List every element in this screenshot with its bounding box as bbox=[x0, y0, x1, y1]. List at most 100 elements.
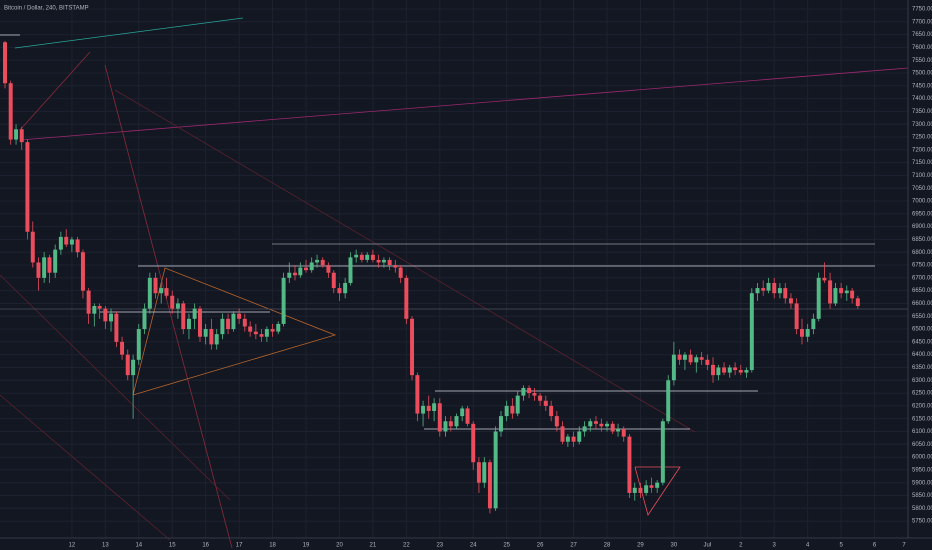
candle-body bbox=[92, 306, 97, 314]
candle-body bbox=[627, 436, 632, 493]
y-tick-label: 6400.00 bbox=[912, 352, 932, 358]
candle-body bbox=[515, 395, 520, 414]
candle-body bbox=[47, 257, 52, 273]
candle-body bbox=[69, 239, 74, 245]
y-tick-label: 6900.00 bbox=[912, 224, 932, 230]
x-tick-label: 26 bbox=[537, 543, 544, 549]
candle-body bbox=[320, 259, 325, 266]
candle-body bbox=[410, 318, 415, 376]
y-tick-label: 7700.00 bbox=[912, 19, 932, 25]
candle-body bbox=[331, 272, 336, 289]
y-tick-label: 7150.00 bbox=[912, 160, 932, 166]
candle-body bbox=[632, 487, 637, 493]
candle-body bbox=[599, 423, 604, 427]
candle-body bbox=[64, 236, 69, 245]
candle-body bbox=[153, 277, 158, 294]
candle-body bbox=[304, 267, 309, 271]
candle-body bbox=[3, 42, 8, 84]
y-tick-label: 7400.00 bbox=[912, 96, 932, 102]
candle-body bbox=[816, 277, 821, 319]
y-tick-label: 7500.00 bbox=[912, 71, 932, 77]
candle-body bbox=[593, 421, 598, 424]
candle-body bbox=[209, 329, 214, 345]
candle-body bbox=[711, 364, 716, 376]
candle-body bbox=[733, 367, 738, 371]
candle-body bbox=[638, 487, 643, 493]
y-tick-label: 6750.00 bbox=[912, 263, 932, 269]
candle-body bbox=[565, 436, 570, 442]
candle-body bbox=[660, 421, 665, 483]
candle-body bbox=[805, 329, 810, 337]
candle-body bbox=[298, 267, 303, 276]
candle-body bbox=[192, 308, 197, 319]
candle-body bbox=[521, 387, 526, 396]
x-tick-label: 25 bbox=[503, 543, 510, 549]
y-tick-label: 6950.00 bbox=[912, 211, 932, 217]
candle-body bbox=[315, 259, 320, 263]
candle-body bbox=[822, 277, 827, 281]
candle-body bbox=[560, 426, 565, 442]
candle-body bbox=[426, 405, 431, 411]
candle-body bbox=[131, 359, 136, 376]
candle-body bbox=[738, 370, 743, 373]
candle-body bbox=[248, 326, 253, 332]
candle-body bbox=[276, 323, 281, 332]
candle-body bbox=[259, 334, 264, 337]
candle-body bbox=[309, 262, 314, 271]
trend-line bbox=[104, 64, 233, 549]
candle-body bbox=[348, 257, 353, 283]
candle-body bbox=[270, 329, 275, 332]
candle-body bbox=[365, 254, 370, 260]
candle-body bbox=[159, 288, 164, 294]
x-tick-label: Jul bbox=[704, 543, 712, 549]
candle-body bbox=[855, 298, 860, 307]
chart-title: Bitcoin / Dollar, 240, BITSTAMP bbox=[4, 6, 89, 12]
candle-body bbox=[42, 257, 47, 278]
candle-body bbox=[376, 259, 381, 263]
candle-body bbox=[811, 318, 816, 330]
candle-body bbox=[253, 331, 258, 335]
candle-body bbox=[398, 267, 403, 278]
candle-body bbox=[777, 288, 782, 294]
x-tick-label: 20 bbox=[336, 543, 343, 549]
candle-body bbox=[460, 408, 465, 417]
x-tick-label: 22 bbox=[403, 543, 410, 549]
candle-body bbox=[454, 416, 459, 427]
candle-body bbox=[359, 254, 364, 260]
trend-line bbox=[14, 17, 244, 49]
y-tick-label: 6350.00 bbox=[912, 365, 932, 371]
x-tick-label: 3 bbox=[773, 543, 777, 549]
candle-body bbox=[755, 288, 760, 294]
y-tick-label: 6150.00 bbox=[912, 416, 932, 422]
candle-body bbox=[264, 329, 269, 337]
candle-body bbox=[8, 83, 13, 140]
candle-body bbox=[109, 313, 114, 322]
y-tick-label: 6600.00 bbox=[912, 301, 932, 307]
y-tick-label: 7050.00 bbox=[912, 186, 932, 192]
candle-body bbox=[75, 239, 80, 253]
candle-body bbox=[493, 431, 498, 509]
candle-body bbox=[465, 408, 470, 424]
trend-line bbox=[19, 51, 91, 131]
candle-body bbox=[343, 282, 348, 294]
y-tick-label: 7300.00 bbox=[912, 122, 932, 128]
y-tick-label: 6250.00 bbox=[912, 391, 932, 397]
candle-body bbox=[237, 313, 242, 319]
drawings bbox=[0, 17, 909, 549]
candle-body bbox=[292, 272, 297, 276]
candle-body bbox=[644, 485, 649, 493]
candle-body bbox=[170, 295, 175, 309]
candle-body bbox=[97, 306, 102, 309]
candle-body bbox=[482, 462, 487, 483]
y-tick-label: 7450.00 bbox=[912, 83, 932, 89]
candle-body bbox=[226, 318, 231, 330]
candle-body bbox=[699, 357, 704, 360]
y-tick-label: 6300.00 bbox=[912, 378, 932, 384]
candle-body bbox=[337, 288, 342, 294]
candle-body bbox=[705, 359, 710, 365]
y-tick-label: 6800.00 bbox=[912, 250, 932, 256]
candle-body bbox=[504, 405, 509, 417]
candle-body bbox=[136, 329, 141, 360]
candle-body bbox=[125, 354, 130, 376]
x-tick-label: 14 bbox=[135, 543, 142, 549]
